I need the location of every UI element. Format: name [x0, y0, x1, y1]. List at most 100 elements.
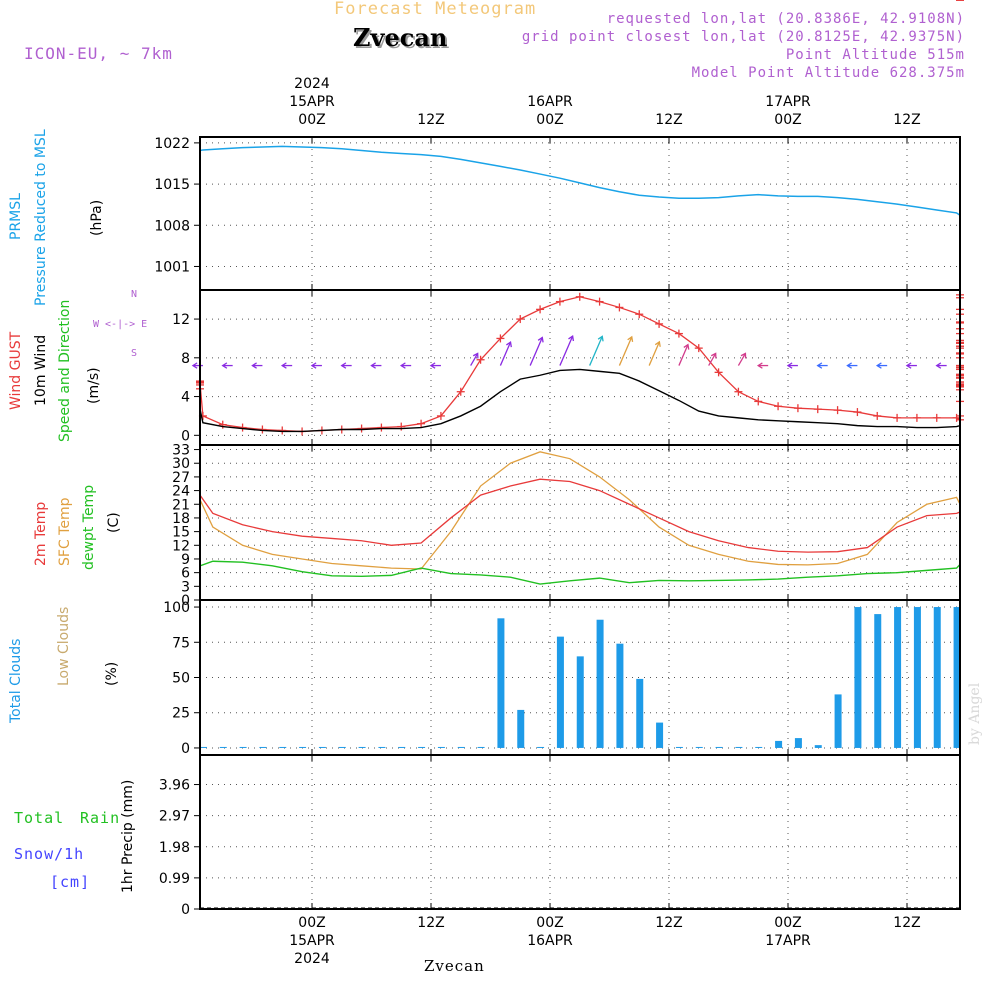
gust-label: Wind GUST: [8, 331, 24, 410]
y-tick-label: 1.98: [159, 840, 190, 856]
wind-direction-arrow: [618, 335, 634, 366]
low-clouds-label: Low Clouds: [56, 606, 72, 686]
gust-marker: [793, 404, 802, 413]
point-altitude: Point Altitude 515m: [785, 47, 965, 63]
total-cloud-bar: [239, 746, 247, 748]
y-tick-label: 27: [172, 470, 190, 486]
wind-direction-arrow: [370, 362, 382, 369]
total-cloud-bar: [477, 746, 485, 748]
wind-arrow-head: [597, 335, 604, 342]
total-cloud-bar: [913, 607, 921, 748]
total-cloud-bar: [953, 607, 961, 748]
wind-direction-arrow: [816, 362, 828, 369]
y-tick-label: 18: [172, 511, 190, 527]
y-tick-label: 3.96: [159, 778, 190, 794]
wind-arrow-head: [740, 352, 747, 359]
gust-marker: [694, 344, 703, 353]
gust-marker: [436, 411, 445, 420]
wind-arrow-shaft: [618, 336, 633, 366]
top-time-label: 12Z: [655, 112, 683, 128]
pressure-label-reduced: Pressure Reduced to MSL: [33, 129, 49, 306]
wind-direction-arrow: [340, 362, 352, 369]
gust-marker: [873, 411, 882, 420]
total-cloud-bar: [933, 607, 941, 748]
top-time-label: 2024: [294, 76, 330, 92]
temp-sfc-label: SFC Temp: [57, 497, 73, 566]
watermark: by Angel: [967, 682, 983, 745]
total-cloud-bar: [358, 746, 366, 748]
wind-direction-arrow: [935, 362, 947, 369]
snow-unit-label: [cm]: [50, 873, 91, 891]
grid-point-coordinates: grid point closest lon,lat (20.8125E, 42…: [521, 29, 965, 45]
y-tick-label: 4: [181, 390, 190, 406]
panel-3-grid: 0 25 50 75 100: [163, 600, 960, 757]
gust-marker: [893, 413, 902, 422]
panel-0-grid: 1001 1008 1015 1022: [154, 136, 960, 290]
wind-direction-arrow: [648, 340, 661, 366]
total-cloud-bar: [636, 678, 644, 748]
wind-arrow-head: [472, 352, 479, 359]
wind-arrow-head: [429, 362, 436, 369]
y-tick-label: 1001: [154, 259, 190, 275]
gust-marker: [555, 297, 564, 306]
y-tick-label: 8: [181, 351, 190, 367]
wind-direction-arrow: [529, 336, 544, 366]
wind-arrow-head: [683, 343, 690, 350]
wind-direction-arrow: [678, 343, 690, 366]
total-rain-label-2: Rain: [80, 809, 121, 827]
wind-arrow-head: [310, 362, 317, 369]
y-tick-label: 0: [181, 593, 190, 609]
wind-direction-arrow: [786, 362, 798, 369]
total-cloud-bar: [616, 643, 624, 748]
y-tick-label: 15: [172, 525, 190, 541]
gust-marker: [496, 334, 505, 343]
y-tick-label: 0: [181, 428, 190, 444]
wind-line: [199, 368, 961, 433]
wind-arrow-head: [905, 362, 912, 369]
gust-marker: [397, 422, 406, 431]
top-time-label: 00Z: [536, 112, 564, 128]
wind-arrow-shaft: [499, 341, 512, 366]
wind-arrow-head: [627, 335, 634, 342]
requested-coordinates: requested lon,lat (20.8386E, 42.9108N): [606, 11, 965, 27]
y-tick-label: 0.99: [159, 871, 190, 887]
total-cloud-bar: [735, 746, 743, 748]
gust-marker: [575, 292, 584, 301]
total-cloud-bar: [755, 746, 763, 748]
panel-2-frame: [199, 444, 961, 601]
wind-direction-arrow: [310, 362, 322, 369]
gust-marker: [218, 420, 227, 429]
top-time-label: 00Z: [298, 112, 326, 128]
wind-direction-arrow: [875, 362, 888, 369]
total-cloud-bar: [596, 619, 604, 748]
compass-n: N: [131, 289, 138, 300]
wind-unit-label: (m/s): [86, 367, 102, 404]
y-tick-label: 12: [172, 538, 190, 554]
total-cloud-bar: [299, 746, 307, 748]
total-cloud-bar: [775, 740, 783, 748]
wind-direction-arrow: [589, 335, 604, 366]
wind-direction-arrow: [559, 334, 575, 366]
wind-direction-arrow: [429, 362, 441, 369]
total-clouds-label: Total Clouds: [8, 638, 24, 723]
y-tick-label: 2.97: [159, 809, 190, 825]
total-cloud-bar: [715, 746, 723, 748]
total-cloud-bar: [537, 746, 545, 748]
total-cloud-bar: [894, 607, 902, 748]
total-rain-label-1: Total: [14, 809, 65, 827]
gust-marker: [932, 413, 941, 422]
product-title: Forecast Meteogram: [334, 0, 537, 19]
y-tick-label: 24: [172, 484, 190, 500]
wind-arrow-shaft: [470, 353, 479, 366]
y-tick-label: 1015: [154, 177, 190, 193]
gust-marker: [417, 419, 426, 428]
wind-arrow-head: [816, 362, 823, 369]
wind-direction-label: Speed and Direction: [57, 299, 73, 442]
compass-s: S: [131, 348, 138, 359]
bottom-time-label: 12Z: [655, 915, 683, 931]
wind-arrow-head: [399, 362, 406, 369]
panel-4-frame: [199, 754, 961, 910]
bottom-time-label: 00Z: [774, 915, 802, 931]
panel-1-grid: 0 4 8 12: [172, 290, 960, 445]
gust-marker: [377, 423, 386, 432]
